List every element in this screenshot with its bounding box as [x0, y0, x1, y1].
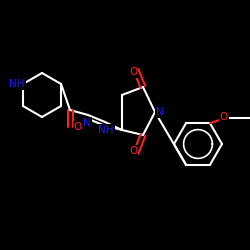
Text: NH: NH	[97, 127, 113, 137]
Text: NH: NH	[9, 79, 25, 89]
Text: O: O	[129, 146, 137, 156]
Text: O: O	[220, 112, 228, 122]
Text: N: N	[83, 118, 91, 128]
Text: O: O	[129, 67, 137, 77]
Text: N: N	[156, 107, 164, 117]
Text: NH: NH	[98, 125, 114, 135]
Text: N: N	[80, 121, 88, 131]
Text: O: O	[74, 122, 82, 132]
